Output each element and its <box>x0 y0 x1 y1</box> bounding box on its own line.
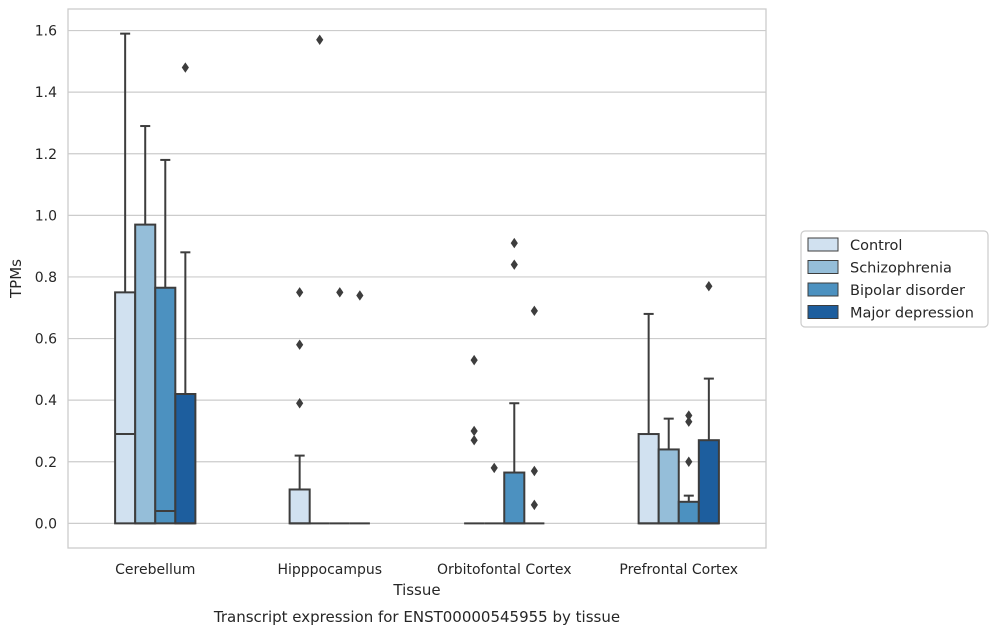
outlier-point <box>336 287 344 298</box>
y-tick-label: 1.6 <box>35 24 57 40</box>
box-group <box>503 237 526 525</box>
y-axis-ticks: 0.0 0.2 0.4 0.6 0.8 1.0 1.2 1.4 1.6 <box>35 24 57 533</box>
legend-label: Bipolar disorder <box>850 283 965 299</box>
boxes <box>114 32 720 525</box>
outlier-point <box>316 34 324 45</box>
box <box>637 433 660 525</box>
y-axis-label: TPMs <box>7 259 25 299</box>
legend-label: Schizophrenia <box>850 261 952 277</box>
box-group <box>637 312 660 525</box>
box <box>134 223 157 525</box>
box <box>503 471 526 525</box>
x-tick-label: Prefrontal Cortex <box>619 562 738 578</box>
box-group <box>174 62 197 525</box>
y-tick-label: 0.6 <box>35 332 57 348</box>
box <box>154 286 177 525</box>
box-group <box>677 410 700 525</box>
outlier-point <box>510 237 518 249</box>
outlier-point <box>470 425 478 437</box>
legend-swatch <box>807 237 839 252</box>
y-tick-label: 1.0 <box>35 208 57 224</box>
legend-label: Major depression <box>850 306 974 322</box>
box-group <box>309 34 330 525</box>
y-tick-label: 0.0 <box>35 516 57 532</box>
y-tick-label: 1.4 <box>35 85 57 101</box>
outlier-point <box>490 462 498 474</box>
y-tick-label: 1.2 <box>35 147 57 163</box>
box-group <box>464 354 485 525</box>
box-group <box>134 125 157 525</box>
box-group <box>697 281 720 525</box>
outlier-point <box>470 435 478 446</box>
box-group <box>114 32 137 525</box>
y-tick-label: 0.8 <box>35 270 57 286</box>
outlier-point <box>296 398 304 409</box>
chart-caption: Transcript expression for ENST0000054595… <box>213 608 620 626</box>
box-group <box>154 158 177 525</box>
box <box>677 500 700 525</box>
outlier-point <box>510 259 518 270</box>
x-tick-label: Hipppocampus <box>277 562 382 578</box>
outlier-point <box>470 354 478 366</box>
box-group <box>484 462 505 525</box>
y-tick-label: 0.2 <box>35 455 57 471</box>
box <box>697 439 720 525</box>
box <box>288 488 311 525</box>
y-tick-label: 0.4 <box>35 393 57 409</box>
box <box>657 448 680 525</box>
outlier-point <box>296 287 304 298</box>
box-group <box>288 287 311 525</box>
x-tick-label: Cerebellum <box>115 562 195 578</box>
box-group <box>657 417 680 525</box>
legend-swatch <box>807 305 839 319</box>
outlier-point <box>685 410 693 421</box>
legend-swatch <box>807 260 839 274</box>
legend-swatch <box>807 282 839 297</box>
outlier-point <box>685 456 693 467</box>
box-group <box>329 287 350 525</box>
legend-label: Control <box>850 238 902 254</box>
outlier-point <box>530 499 538 511</box>
outlier-point <box>685 416 693 427</box>
outlier-point <box>705 281 713 292</box>
x-axis-ticks: Cerebellum Hipppocampus Orbitofontal Corte… <box>115 562 738 578</box>
box <box>174 393 197 525</box>
outlier-point <box>356 290 364 301</box>
box-group <box>524 305 545 525</box>
plot-area-frame <box>67 8 767 549</box>
x-axis-label: Tissue <box>392 581 440 599</box>
box <box>114 291 137 525</box>
legend: Control Schizophrenia Bipolar disorder Majo… <box>800 230 989 328</box>
legend-frame <box>800 230 989 328</box>
outlier-point <box>296 339 304 350</box>
outlier-point <box>530 465 538 477</box>
outlier-point <box>181 62 189 73</box>
box-group <box>349 290 370 525</box>
x-tick-label: Orbitofontal Cortex <box>437 562 572 578</box>
outlier-point <box>530 305 538 317</box>
